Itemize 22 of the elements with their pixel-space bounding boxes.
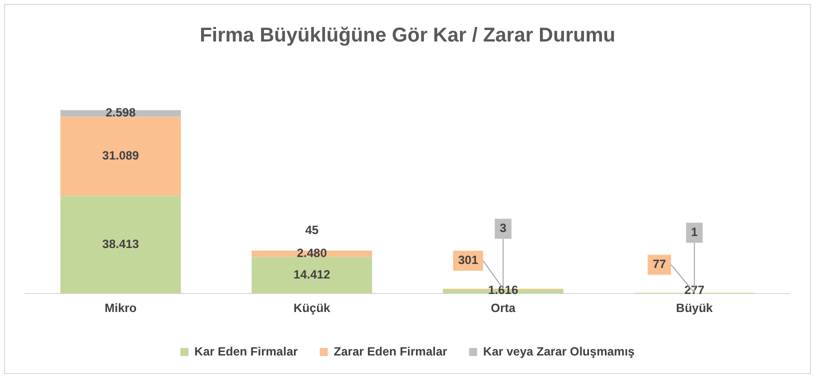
data-label: 301 bbox=[458, 253, 478, 268]
x-tick-label: Küçük bbox=[294, 301, 331, 316]
data-label: 2.480 bbox=[296, 246, 328, 260]
data-label: 2.598 bbox=[106, 106, 136, 120]
data-label: 14.412 bbox=[294, 268, 331, 282]
bar bbox=[60, 116, 181, 196]
data-label: 45 bbox=[305, 222, 319, 237]
legend-label: Zarar Eden Firmalar bbox=[334, 344, 448, 358]
legend-label: Kar Eden Firmalar bbox=[194, 344, 298, 358]
bar bbox=[252, 250, 372, 257]
bar bbox=[252, 256, 372, 294]
data-label: 1 bbox=[691, 225, 698, 240]
chart-title: Firma Büyüklüğüne Gör Kar / Zarar Durumu bbox=[200, 24, 616, 47]
x-tick-label: Orta bbox=[490, 301, 516, 316]
x-tick-label: Büyük bbox=[676, 301, 714, 316]
data-label: 38.413 bbox=[102, 237, 140, 252]
data-label: 3 bbox=[500, 221, 507, 236]
legend-label: Kar veya Zarar Oluşmamış bbox=[483, 344, 635, 358]
data-label: 77 bbox=[652, 257, 666, 272]
data-label: 31.089 bbox=[102, 148, 140, 163]
x-tick-label: Mikro bbox=[104, 301, 137, 316]
bar bbox=[60, 196, 181, 294]
